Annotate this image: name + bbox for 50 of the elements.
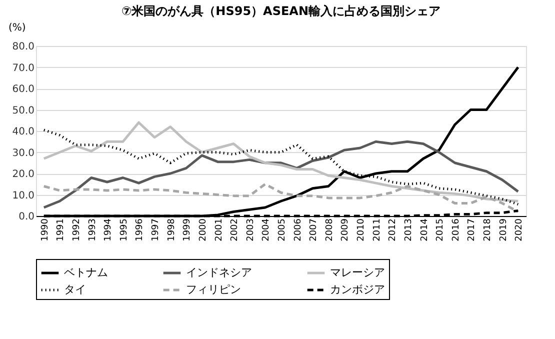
x-tick-label: 1993	[88, 218, 98, 242]
x-tick-label: 1999	[182, 218, 193, 242]
y-tick-label: 60.0	[12, 84, 34, 95]
y-tick-label: 50.0	[12, 105, 34, 116]
line-series	[42, 182, 520, 213]
x-tick-label: 2011	[372, 218, 382, 242]
y-tick-label: 40.0	[12, 126, 34, 138]
legend-label: マレーシア	[330, 266, 385, 279]
x-tick-label: 2018	[482, 218, 493, 242]
x-tick-label: 1991	[56, 218, 66, 242]
x-tick-label: 2013	[404, 218, 414, 242]
x-tick-label: 2015	[436, 218, 446, 242]
x-tick-label: 2005	[278, 218, 288, 242]
y-tick-label: 20.0	[12, 169, 34, 180]
x-tick-label: 2017	[467, 218, 478, 242]
y-tick-label: 10.0	[12, 190, 34, 202]
x-tick-label: 2020	[514, 218, 525, 242]
x-tick-label: 1990	[40, 218, 50, 242]
legend-label: インドネシア	[186, 266, 252, 279]
x-tick-label: 1998	[166, 218, 177, 242]
x-tick-label: 1994	[104, 218, 114, 242]
x-tick-label: 2000	[198, 218, 208, 242]
x-tick-label: 2008	[324, 218, 335, 242]
y-tick-label: 70.0	[12, 62, 34, 74]
x-tick-label: 2016	[451, 218, 462, 242]
x-tick-label: 2010	[356, 218, 367, 242]
x-tick-label: 2012	[388, 218, 398, 242]
x-tick-label: 2019	[498, 218, 509, 242]
y-axis-title: (%)	[8, 22, 26, 34]
x-tick-label: 1995	[119, 218, 130, 242]
legend-label: ベトナム	[64, 266, 108, 279]
y-tick-label: 30.0	[12, 148, 34, 159]
x-tick-label: 2003	[246, 218, 256, 242]
x-tick-label: 2014	[420, 218, 430, 242]
x-tick-label: 1992	[72, 218, 82, 242]
x-tick-label: 2001	[214, 218, 224, 242]
x-tick-label: 2002	[230, 218, 240, 242]
x-tick-label: 2004	[262, 218, 272, 242]
x-tick-label: 2006	[293, 218, 304, 242]
x-tick-label: 1997	[151, 218, 162, 242]
x-tick-label: 2009	[340, 218, 351, 242]
x-tick-label: 1996	[135, 218, 146, 242]
chart-title: ⑦米国のがん具（HS95）ASEAN輸入に占める国別シェア	[121, 4, 441, 18]
y-tick-label: 80.0	[12, 42, 34, 52]
x-tick-label: 2007	[309, 218, 320, 242]
legend-label: カンボジア	[330, 283, 385, 296]
line-series	[42, 140, 520, 209]
legend-label: フィリピン	[186, 283, 241, 296]
y-tick-label: 0.0	[18, 212, 34, 222]
legend-label: タイ	[64, 283, 86, 296]
